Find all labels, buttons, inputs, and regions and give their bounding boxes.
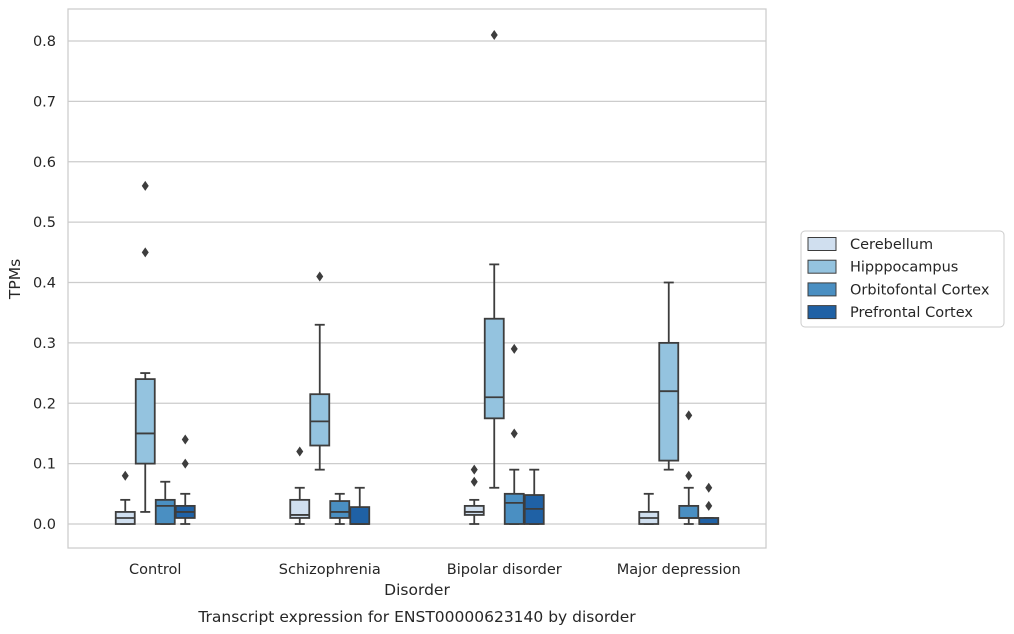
box-orbitofontal-cortex xyxy=(154,480,176,525)
outlier-point xyxy=(705,482,713,493)
box-orbitofontal-cortex xyxy=(503,343,525,525)
legend-swatch xyxy=(807,237,837,251)
box-body xyxy=(658,341,680,462)
box-cerebellum xyxy=(638,492,660,525)
outlier-point xyxy=(705,500,713,511)
y-tick-label: 0.7 xyxy=(33,94,56,110)
box-body xyxy=(289,498,311,519)
outlier-point xyxy=(470,476,478,487)
x-tick-label: Bipolar disorder xyxy=(447,562,562,578)
legend-label: Prefrontal Cortex xyxy=(850,305,973,321)
box-prefrontal-cortex xyxy=(349,486,371,525)
y-axis-label: TPMs xyxy=(6,259,24,300)
outlier-point xyxy=(181,434,189,445)
box-body xyxy=(154,498,176,525)
box-body xyxy=(678,504,700,519)
legend-label: Hipppocampus xyxy=(850,260,958,276)
box-prefrontal-cortex xyxy=(698,482,720,525)
box-body xyxy=(349,506,371,525)
x-axis-label: Disorder xyxy=(384,581,450,599)
box-hipppocampus xyxy=(483,29,505,489)
legend: Cerebellum Hipppocampus Orbitofontal Corte… xyxy=(800,230,1005,328)
box-body xyxy=(463,504,485,516)
outlier-point xyxy=(490,29,498,40)
box-prefrontal-cortex xyxy=(174,434,196,525)
legend-frame xyxy=(800,230,1005,328)
outlier-point xyxy=(685,470,693,481)
y-tick-label: 0.1 xyxy=(33,457,56,473)
plot-frame xyxy=(67,8,767,549)
box-body xyxy=(698,517,720,525)
y-tick-label: 0.5 xyxy=(33,215,56,231)
box-prefrontal-cortex xyxy=(523,468,545,525)
y-tick-labels: 0.0 0.1 0.2 0.3 0.4 0.5 0.6 0.7 0.8 xyxy=(33,34,56,533)
outlier-point xyxy=(510,428,518,439)
chart-title: Transcript expression for ENST0000062314… xyxy=(197,608,636,626)
y-tick-label: 0.6 xyxy=(33,155,56,171)
legend-swatch xyxy=(807,305,837,320)
x-tick-label: Control xyxy=(129,562,181,578)
x-tick-label: Schizophrenia xyxy=(279,562,381,578)
box-body xyxy=(503,492,525,525)
box-groups xyxy=(114,29,720,525)
box-hipppocampus xyxy=(658,281,680,471)
y-tick-label: 0.0 xyxy=(33,517,56,533)
box-cerebellum xyxy=(114,470,136,525)
legend-swatch xyxy=(807,259,837,274)
y-tick-label: 0.8 xyxy=(33,34,56,50)
box-cerebellum xyxy=(463,464,485,525)
outlier-point xyxy=(296,446,304,457)
y-tick-label: 0.4 xyxy=(33,276,56,292)
box-orbitofontal-cortex xyxy=(678,410,700,525)
x-tick-label: Major depression xyxy=(617,562,741,578)
legend-label: Cerebellum xyxy=(850,237,933,253)
outlier-point xyxy=(685,410,693,421)
legend-swatch xyxy=(807,282,837,297)
box-body xyxy=(329,500,351,519)
outlier-point xyxy=(141,180,149,191)
box-hipppocampus xyxy=(134,180,156,513)
box-body xyxy=(483,317,505,420)
box-body xyxy=(134,378,156,465)
outlier-point xyxy=(181,458,189,469)
outlier-point xyxy=(316,271,324,282)
outlier-point xyxy=(121,470,129,481)
box-cerebellum xyxy=(289,446,311,525)
x-tick-labels: Control Schizophrenia Bipolar disorder Majo… xyxy=(129,562,741,578)
box-orbitofontal-cortex xyxy=(329,492,351,525)
legend-label: Orbitofontal Cortex xyxy=(850,282,990,298)
box-body xyxy=(309,393,331,447)
outlier-point xyxy=(141,247,149,258)
y-tick-label: 0.2 xyxy=(33,396,56,412)
y-tick-label: 0.3 xyxy=(33,336,56,352)
box-hipppocampus xyxy=(309,271,331,471)
outlier-point xyxy=(510,343,518,354)
outlier-point xyxy=(470,464,478,475)
